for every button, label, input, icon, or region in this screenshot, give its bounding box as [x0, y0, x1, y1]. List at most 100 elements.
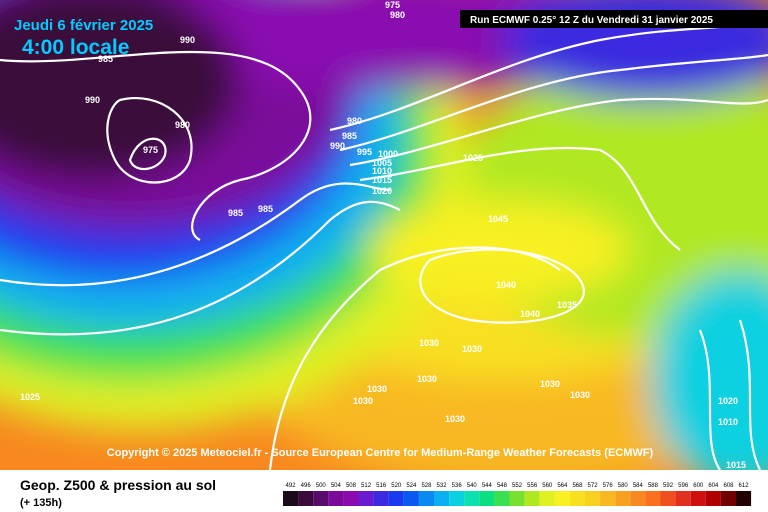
colorbar-tick-label: 516: [376, 483, 387, 489]
colorbar-swatch: [464, 491, 480, 506]
colorbar-tick-label: 540: [467, 483, 478, 489]
date: Jeudi 6 février 2025: [14, 17, 153, 34]
colorbar-swatch: [554, 491, 570, 506]
colorbar-tick-label: 608: [723, 483, 734, 489]
colorbar-tick-label: 496: [301, 483, 312, 489]
colorbar-tick-label: 572: [588, 483, 599, 489]
colorbar-swatch: [690, 491, 706, 506]
colorbar-tick-label: 520: [391, 483, 402, 489]
isobar-label: 980: [390, 10, 405, 20]
isobar-label: 1040: [520, 309, 540, 319]
colorbar-swatch: [328, 491, 344, 506]
colorbar-swatch: [660, 491, 676, 506]
colorbar-tick-label: 500: [316, 483, 327, 489]
colorbar-tick-label: 580: [618, 483, 629, 489]
isobar-label: 1035: [557, 300, 577, 310]
colorbar-tick-label: 492: [286, 483, 297, 489]
isobar-label: 1030: [540, 379, 560, 389]
isobar-label: 975: [143, 145, 158, 155]
colorbar-swatch: [720, 491, 736, 506]
colorbar-swatch: [373, 491, 389, 506]
isobar-label: 1030: [367, 384, 387, 394]
copyright: Copyright © 2025 Meteociel.fr - Source E…: [107, 447, 654, 459]
isobar-label: 1045: [488, 214, 508, 224]
isobar-label: 1025: [20, 392, 40, 402]
colorbar-swatch: [736, 491, 752, 506]
isobar-label: 985: [98, 54, 113, 64]
isobar-label: 1030: [417, 374, 437, 384]
isobar-label: 1040: [496, 280, 516, 290]
run-info: Run ECMWF 0.25° 12 Z du Vendredi 31 janv…: [470, 15, 713, 26]
isobar-label: 1015: [372, 175, 392, 185]
colorbar-tick-label: 548: [497, 483, 508, 489]
isobar-label: 1020: [372, 186, 392, 196]
colorbar-swatch: [509, 491, 525, 506]
isobar-label: 1030: [419, 338, 439, 348]
isobar-label: 1015: [726, 460, 746, 470]
isobar-label: 1005: [372, 158, 392, 168]
colorbar-swatch: [600, 491, 616, 506]
isobar-label: 995: [357, 147, 372, 157]
colorbar-swatch: [539, 491, 555, 506]
colorbar-swatch: [449, 491, 465, 506]
colorbar-swatch: [283, 491, 299, 506]
colorbar-tick-label: 592: [663, 483, 674, 489]
run-box: [460, 10, 768, 28]
colorbar-tick-label: 604: [708, 483, 719, 489]
colorbar-swatch: [494, 491, 510, 506]
colorbar: 492 496 500 504 508 512 516 520 524 528 532 536 540 5…: [283, 483, 752, 506]
colorbar-swatch: [630, 491, 646, 506]
colorbar-tick-label: 564: [557, 483, 568, 489]
colorbar-tick-label: 508: [346, 483, 357, 489]
footer-title: Geop. Z500 & pression au sol: [20, 477, 216, 493]
isobar-label: 1030: [462, 344, 482, 354]
isobar-label: 1025: [463, 153, 483, 163]
colorbar-tick-label: 612: [739, 483, 750, 489]
colorbar-swatch: [388, 491, 404, 506]
colorbar-tick-label: 552: [512, 483, 523, 489]
colorbar-swatch: [524, 491, 540, 506]
colorbar-swatch: [645, 491, 661, 506]
colorbar-swatch: [403, 491, 419, 506]
colorbar-tick-label: 504: [331, 483, 342, 489]
colorbar-tick-label: 528: [421, 483, 432, 489]
time: 4:00 locale: [22, 36, 129, 59]
isobar-label: 980: [175, 120, 190, 130]
colorbar-tick-label: 512: [361, 483, 372, 489]
colorbar-tick-label: 584: [633, 483, 644, 489]
colorbar-tick-label: 560: [542, 483, 553, 489]
footer-lead: (+ 135h): [20, 497, 62, 509]
colorbar-swatch: [343, 491, 359, 506]
colorbar-swatch: [313, 491, 329, 506]
isobar-label: 985: [258, 204, 273, 214]
colorbar-tick-label: 544: [482, 483, 493, 489]
colorbar-tick-label: 576: [603, 483, 614, 489]
colorbar-tick-label: 568: [572, 483, 583, 489]
colorbar-swatch: [705, 491, 721, 506]
colorbar-swatch: [569, 491, 585, 506]
isobar-label: 990: [85, 95, 100, 105]
colorbar-tick-label: 596: [678, 483, 689, 489]
isobar-label: 985: [228, 208, 243, 218]
isobar-label: 975: [385, 0, 400, 10]
isobar-label: 980: [347, 116, 362, 126]
colorbar-swatch: [298, 491, 314, 506]
colorbar-tick-label: 524: [406, 483, 417, 489]
isobar-label: 1030: [445, 414, 465, 424]
colorbar-swatch: [358, 491, 374, 506]
field: [0, 0, 768, 470]
isobar-label: 990: [180, 35, 195, 45]
colorbar-tick-label: 532: [437, 483, 448, 489]
isobar-label: 1010: [372, 166, 392, 176]
isobar-label: 1030: [353, 396, 373, 406]
isobar-label: 985: [342, 131, 357, 141]
colorbar-tick-label: 600: [693, 483, 704, 489]
isobar-label: 990: [330, 141, 345, 151]
colorbar-tick-label: 536: [452, 483, 463, 489]
colorbar-tick-label: 588: [648, 483, 659, 489]
colorbar-swatch: [615, 491, 631, 506]
colorbar-swatch: [675, 491, 691, 506]
colorbar-swatch: [418, 491, 434, 506]
